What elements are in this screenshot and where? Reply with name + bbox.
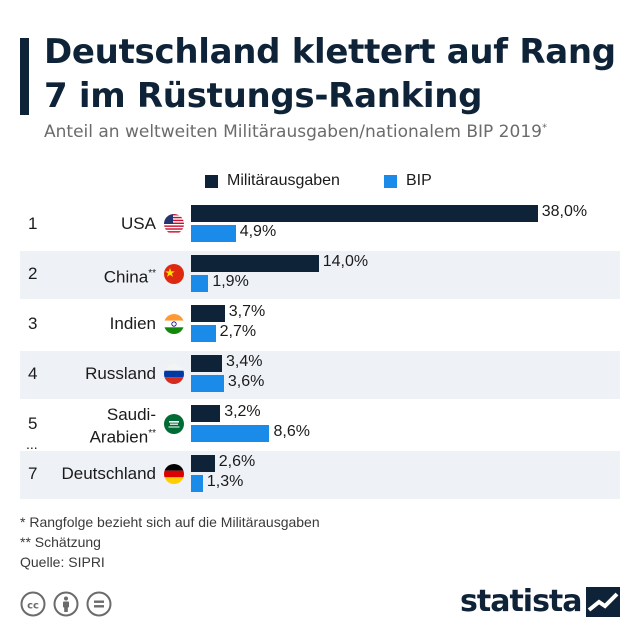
bar-gdp-russland xyxy=(191,375,224,392)
cc-icon[interactable]: cc xyxy=(20,591,46,617)
bar-gdp-usa xyxy=(191,225,236,242)
footnote-estimate: ** Schätzung xyxy=(20,534,101,550)
statista-mark-icon xyxy=(585,586,620,617)
country-label-indien: Indien xyxy=(110,314,156,333)
country-label-russland: Russland xyxy=(85,364,156,383)
source-note: Quelle: SIPRI xyxy=(20,554,105,570)
bar-gdp-saudi-arabien xyxy=(191,425,270,442)
chart-subtitle: Anteil an weltweiten Militärausgaben/nat… xyxy=(44,122,634,142)
country-label-deutschland: Deutschland xyxy=(61,464,156,483)
row-background-china xyxy=(20,251,620,299)
bar-label-military-deutschland: 2,6% xyxy=(218,453,256,470)
legend-item-gdp: BIP xyxy=(384,172,432,190)
legend: Militärausgaben BIP xyxy=(0,172,640,192)
bar-label-gdp-saudi-arabien: 8,6% xyxy=(273,423,310,440)
germany-flag-icon xyxy=(164,464,184,484)
subtitle-footnote-mark: * xyxy=(541,122,547,134)
country-name: China xyxy=(103,267,149,287)
bar-label-military-usa: 38,0% xyxy=(541,203,588,220)
bar-label-military-saudi-arabien: 3,2% xyxy=(224,403,261,420)
country-name: Deutschland xyxy=(61,464,156,483)
country-label-china: China** xyxy=(104,264,156,287)
bar-gdp-deutschland xyxy=(191,475,203,492)
bar-military-russland xyxy=(191,355,223,372)
us-flag-icon xyxy=(164,214,184,234)
rank-gap-marker: ... xyxy=(26,436,38,452)
legend-swatch-gdp xyxy=(384,174,397,188)
rank-label: 1 xyxy=(28,214,38,233)
bar-label-gdp-usa: 4,9% xyxy=(239,223,277,240)
country-label-saudi-arabien: Saudi- Arabien** xyxy=(90,405,156,447)
saudi-arabia-flag-icon xyxy=(164,414,184,434)
row-background-russland xyxy=(20,351,620,399)
bar-label-military-russland: 3,4% xyxy=(226,353,263,370)
bar-military-indien xyxy=(191,305,225,322)
legend-label-military: Militärausgaben xyxy=(227,172,340,189)
rank-label: 2 xyxy=(28,264,38,283)
estimate-mark: ** xyxy=(148,428,156,439)
bar-gdp-indien xyxy=(191,325,216,342)
estimate-mark: ** xyxy=(148,268,156,279)
bar-label-gdp-indien: 2,7% xyxy=(219,323,257,340)
bar-gdp-china xyxy=(191,275,209,292)
footnote-ranking: * Rangfolge bezieht sich auf die Militär… xyxy=(20,514,320,530)
svg-text:cc: cc xyxy=(27,601,39,612)
bar-military-china xyxy=(191,255,319,272)
country-name: Russland xyxy=(85,364,156,383)
title-accent-bar xyxy=(20,38,29,115)
rank-label: 5 xyxy=(28,414,38,433)
bar-label-military-indien: 3,7% xyxy=(228,303,266,320)
bar-military-saudi-arabien xyxy=(191,405,221,422)
subtitle-text: Anteil an weltweiten Militärausgaben/nat… xyxy=(44,122,542,142)
statista-logo[interactable]: statista xyxy=(460,584,620,619)
rank-label: 3 xyxy=(28,314,38,333)
license-icons: cc xyxy=(20,591,112,617)
chart-title: Deutschland klettert auf Rang 7 im Rüstu… xyxy=(44,32,616,116)
bar-military-deutschland xyxy=(191,455,215,472)
row-background-deutschland xyxy=(20,451,620,499)
rank-label: 4 xyxy=(28,364,38,383)
legend-swatch-military xyxy=(205,174,218,188)
brand-name: statista xyxy=(460,584,583,619)
russia-flag-icon xyxy=(164,364,184,384)
country-name: Indien xyxy=(109,314,156,333)
country-name: USA xyxy=(121,214,156,233)
legend-label-gdp: BIP xyxy=(406,172,432,189)
bar-label-military-china: 14,0% xyxy=(322,253,369,270)
country-name: Saudi- Arabien xyxy=(89,405,156,447)
legend-item-military: Militärausgaben xyxy=(205,172,340,190)
india-flag-icon xyxy=(164,314,184,334)
bar-label-gdp-deutschland: 1,3% xyxy=(206,473,244,490)
rank-label: 7 xyxy=(28,464,38,483)
attribution-icon[interactable] xyxy=(53,591,79,617)
bar-label-gdp-china: 1,9% xyxy=(212,273,249,290)
bar-label-gdp-russland: 3,6% xyxy=(227,373,265,390)
no-derivatives-icon[interactable] xyxy=(86,591,112,617)
footnotes: * Rangfolge bezieht sich auf die Militär… xyxy=(20,512,320,572)
china-flag-icon xyxy=(164,264,184,284)
country-label-usa: USA xyxy=(121,214,156,233)
bar-military-usa xyxy=(191,205,538,222)
